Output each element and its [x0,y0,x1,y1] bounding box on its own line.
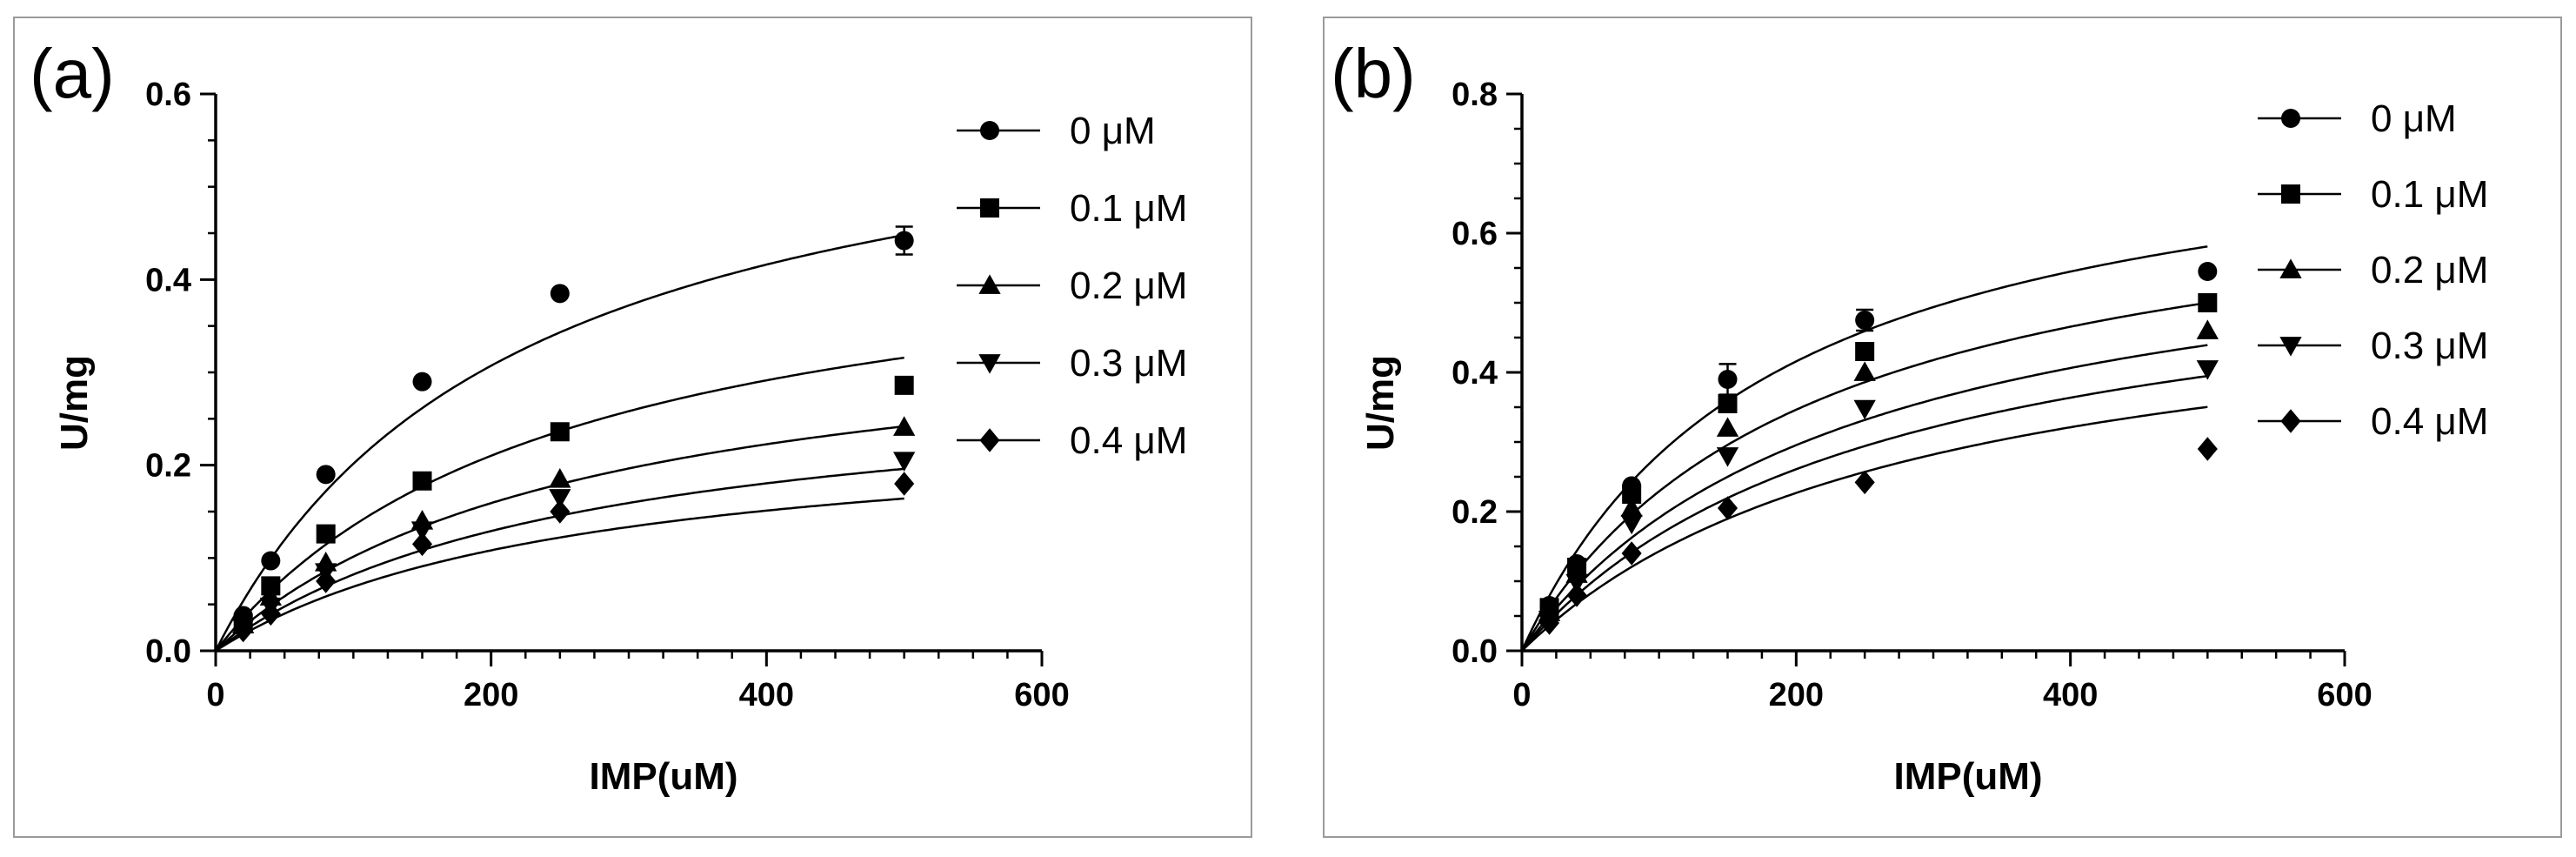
data-point [316,524,336,544]
data-point [261,576,281,596]
legend-marker [978,274,1001,294]
legend-label: 0.1 μM [2371,173,2488,216]
y-tick-label: 0.4 [145,262,191,298]
data-point [893,452,916,472]
data-point [1853,361,1876,381]
y-tick-label: 0.2 [1452,494,1498,531]
data-point [412,471,432,491]
data-point [894,472,915,496]
data-point [549,468,571,488]
chart-panel-b: 0 200 400 600 0.0 0.2 0.4 0.6 0.8 IMP(uM) U/mg 0 μM… [1359,77,2488,798]
y-tick-label: 0.0 [145,633,191,670]
legend-marker [2279,337,2302,357]
legend-label: 0.3 μM [1070,342,1187,385]
legend-label: 0.4 μM [2371,400,2488,443]
x-axis-title: IMP(uM) [1893,755,2042,798]
legend-label: 0.1 μM [1070,187,1187,230]
data-point [412,372,432,392]
legend-label: 0 μM [1070,110,1156,152]
legend-label: 0.2 μM [2371,249,2488,291]
panel-a-label: (a) [30,35,115,112]
y-tick-label: 0.4 [1452,355,1498,392]
legend-marker [979,428,1000,452]
data-point [1717,496,1738,520]
data-point [1620,514,1643,535]
data-point [410,521,434,541]
legend-label: 0.4 μM [1070,419,1187,462]
x-tick-label: 400 [739,677,794,713]
data-point [1566,583,1587,607]
chart-panel-a: 0 200 400 600 0.0 0.2 0.4 0.6 IMP(uM) U/mg 0 μM 0.1… [53,77,1187,798]
data-point [261,551,281,571]
data-point [2196,360,2219,380]
data-point [549,489,571,509]
data-point [1854,470,1875,495]
legend-label: 0 μM [2371,97,2457,140]
panel-a-frame [13,17,1252,838]
fit-curve [215,497,904,653]
legend-marker [2281,109,2300,128]
data-point [550,284,570,304]
data-point [550,422,570,442]
legend-marker [2281,184,2300,204]
data-point [316,465,336,485]
y-tick-label: 0.6 [1452,216,1498,252]
legend-marker [980,121,999,140]
data-point [2197,437,2218,461]
data-point [1620,497,1643,517]
data-point [894,231,914,251]
data-point [2198,262,2218,281]
y-tick-label: 0.8 [1452,77,1498,113]
data-point [1716,447,1739,467]
x-tick-label: 400 [2043,677,2098,713]
x-tick-label: 600 [1014,677,1069,713]
data-point [1716,417,1739,437]
legend-marker [980,198,999,218]
y-tick-label: 0.6 [145,77,191,113]
data-point [1853,399,1876,420]
x-tick-label: 200 [1769,677,1824,713]
data-point [1718,394,1738,413]
data-point [411,532,433,557]
y-axis-title: U/mg [1359,355,1402,451]
x-tick-label: 600 [2317,677,2372,713]
data-point [316,569,337,593]
data-point [550,499,571,524]
y-tick-label: 0.2 [145,448,191,485]
data-point [2196,319,2219,339]
x-tick-label: 0 [206,677,224,713]
panel-b-label: (b) [1331,35,1416,112]
legend-marker [2279,258,2302,278]
data-point [1855,311,1875,330]
fit-curve [214,233,904,652]
fit-curve [1520,344,2208,652]
y-axis-title: U/mg [53,355,96,451]
panel-b-frame [1323,17,2562,838]
data-point [1718,370,1738,389]
data-point [1622,485,1642,504]
data-point [1538,611,1560,635]
data-point [1855,342,1875,361]
x-tick-label: 0 [1512,677,1531,713]
data-point [893,416,916,436]
data-point [894,375,914,395]
data-point [233,618,254,643]
x-tick-label: 200 [464,677,518,713]
legend-label: 0.3 μM [2371,325,2488,367]
y-tick-label: 0.0 [1452,633,1498,670]
data-point [2198,293,2218,312]
legend-marker [2280,409,2301,433]
x-axis-title: IMP(uM) [589,755,737,798]
data-point [1621,541,1642,566]
legend-marker [978,354,1001,374]
data-point [260,601,281,626]
legend-label: 0.2 μM [1070,264,1187,307]
